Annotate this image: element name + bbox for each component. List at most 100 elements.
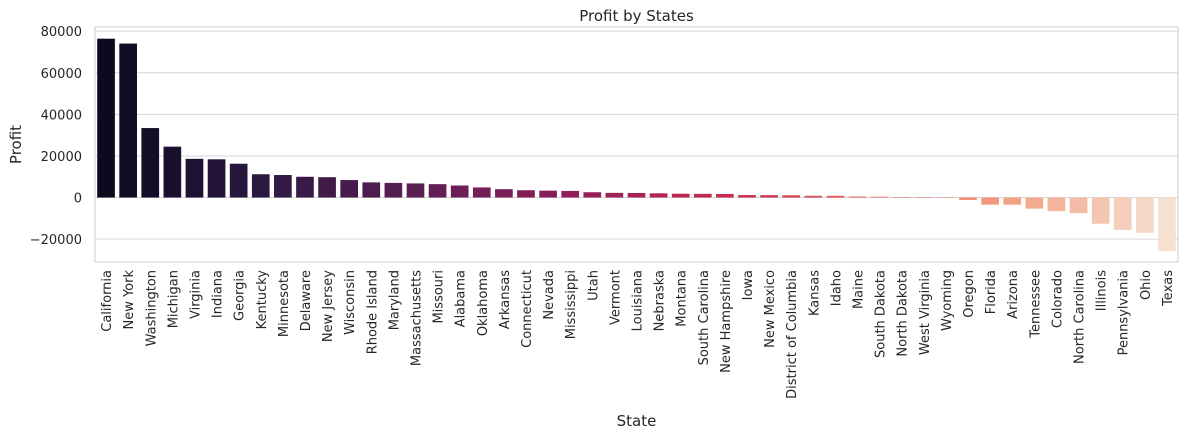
bar-north-dakota	[892, 197, 911, 198]
bar-indiana	[207, 159, 226, 198]
bar-massachusetts	[406, 183, 425, 198]
bar-florida	[981, 197, 999, 205]
x-tick-label: Iowa	[741, 270, 756, 300]
bar-alabama	[450, 185, 469, 198]
bar-new-hampshire	[716, 193, 734, 198]
x-tick-label: Nebraska	[653, 270, 668, 331]
x-tick-label: Minnesota	[277, 270, 292, 337]
x-tick-label: Wyoming	[940, 270, 955, 331]
bar-virginia	[185, 158, 204, 198]
bar-district-of-columbia	[782, 195, 801, 198]
x-tick-label: Massachusetts	[409, 270, 424, 366]
bar-utah	[583, 192, 602, 198]
bar-oregon	[959, 197, 977, 201]
bar-connecticut	[517, 190, 535, 198]
x-tick-label: Washington	[144, 270, 159, 346]
bar-idaho	[826, 195, 845, 198]
bar-arkansas	[495, 189, 513, 198]
bar-nevada	[539, 190, 557, 198]
bar-new-york	[119, 43, 137, 198]
y-tick-label: 0	[74, 192, 82, 207]
x-tick-label: New York	[122, 270, 137, 330]
x-tick-label: Wisconsin	[343, 270, 358, 335]
bar-south-dakota	[870, 196, 889, 198]
x-tick-label: Arizona	[1006, 270, 1021, 319]
bar-washington	[141, 128, 160, 198]
bar-maine	[848, 196, 867, 198]
bar-illinois	[1091, 197, 1110, 224]
y-tick-label: 20000	[41, 150, 82, 165]
bar-new-jersey	[318, 177, 336, 198]
x-axis-title: State	[617, 412, 657, 430]
y-tick-label: −20000	[30, 233, 82, 248]
bar-georgia	[229, 163, 248, 198]
bar-tennessee	[1025, 197, 1044, 209]
bar-mississippi	[561, 190, 580, 198]
x-tick-label: Oklahoma	[476, 270, 491, 336]
x-tick-label: Utah	[586, 270, 601, 301]
bar-delaware	[296, 176, 314, 198]
x-tick-label: Indiana	[211, 270, 226, 318]
bar-pennsylvania	[1113, 197, 1132, 230]
bar-louisiana	[627, 192, 646, 198]
y-tick-labels: −20000 0 20000 40000 60000 80000	[30, 25, 82, 248]
x-tick-label: Kentucky	[255, 270, 270, 330]
x-tick-label: Tennessee	[1028, 270, 1043, 339]
x-tick-label: Texas	[1161, 270, 1176, 307]
x-tick-label: South Dakota	[874, 270, 889, 358]
x-tick-label: West Virginia	[918, 270, 933, 355]
plot-frame	[94, 26, 1179, 263]
x-tick-label: New Jersey	[321, 270, 336, 342]
bar-kansas	[804, 195, 823, 198]
bars	[97, 38, 1176, 252]
y-tick-label: 60000	[41, 67, 82, 82]
bar-iowa	[738, 195, 756, 198]
bar-wisconsin	[340, 180, 359, 198]
bar-maryland	[384, 182, 403, 198]
x-tick-label: Montana	[675, 270, 690, 327]
bar-nebraska	[649, 193, 668, 198]
x-tick-label: Arkansas	[498, 270, 513, 329]
x-tick-label: Georgia	[233, 270, 248, 321]
x-tick-label: Alabama	[454, 270, 469, 327]
x-tick-label: Michigan	[166, 270, 181, 328]
bar-michigan	[163, 146, 182, 198]
x-tick-label: North Dakota	[896, 270, 911, 357]
bar-vermont	[605, 192, 624, 198]
bar-north-carolina	[1069, 197, 1088, 214]
bar-texas	[1158, 197, 1176, 252]
x-tick-label: New Mexico	[763, 270, 778, 348]
x-tick-label: Maine	[852, 270, 867, 309]
bar-west-virginia	[914, 197, 933, 198]
bar-montana	[671, 193, 690, 198]
x-tick-label: Virginia	[188, 270, 203, 319]
x-tick-label: Pennsylvania	[1117, 270, 1132, 355]
x-tick-label: North Carolina	[1073, 270, 1088, 364]
x-tick-label: Oregon	[962, 270, 977, 318]
bar-colorado	[1047, 197, 1066, 212]
x-tick-labels: California New York Washington Michigan Virg…	[100, 270, 1176, 399]
bar-new-mexico	[760, 195, 778, 198]
bar-california	[97, 38, 115, 198]
bar-missouri	[428, 184, 447, 198]
y-axis-title: Profit	[7, 125, 25, 164]
x-tick-label: Connecticut	[520, 270, 535, 348]
x-tick-label: Vermont	[608, 270, 623, 325]
bar-ohio	[1136, 197, 1154, 233]
bar-rhode-island	[362, 182, 381, 198]
x-tick-label: Rhode Island	[365, 270, 380, 354]
chart-title: Profit by States	[579, 7, 694, 25]
bar-wyoming	[937, 197, 955, 198]
y-tick-label: 80000	[41, 25, 82, 40]
x-tick-label: Illinois	[1095, 270, 1110, 311]
x-tick-label: Nevada	[542, 270, 557, 320]
y-tick-label: 40000	[41, 108, 82, 123]
x-tick-label: District of Columbia	[785, 270, 800, 399]
x-tick-label: Missouri	[432, 270, 447, 324]
x-tick-label: South Carolina	[697, 270, 712, 365]
x-tick-label: Kansas	[807, 270, 822, 316]
x-tick-label: California	[100, 270, 115, 332]
bar-south-carolina	[693, 193, 712, 198]
x-tick-label: Delaware	[299, 270, 314, 331]
